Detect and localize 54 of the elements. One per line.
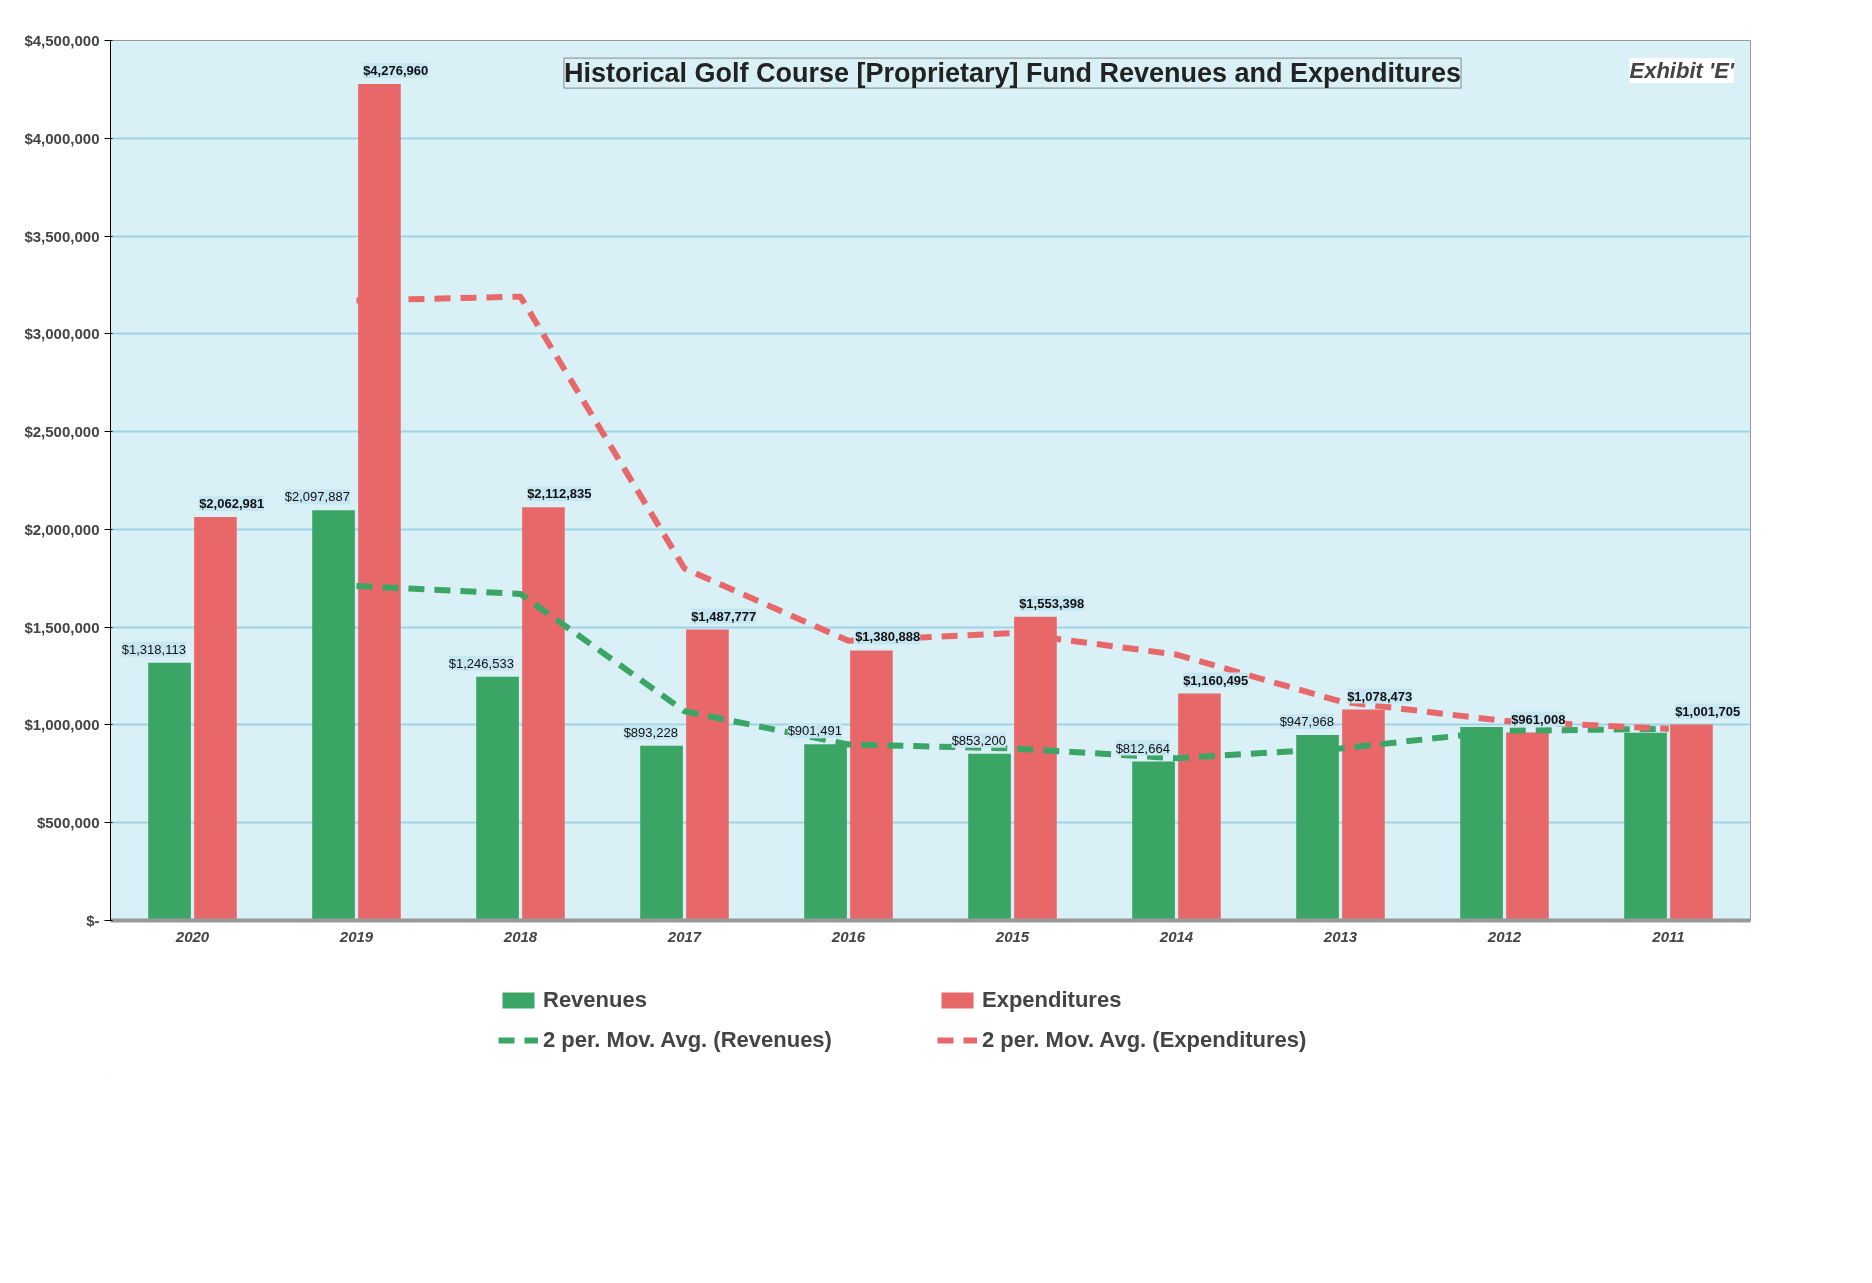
x-tick-label: 2018 (502, 927, 538, 945)
legend-label: 2 per. Mov. Avg. (Expenditures) (982, 1027, 1308, 1053)
data-label: $2,112,835 (527, 486, 592, 502)
x-tick-label: 2014 (1158, 927, 1194, 945)
x-tick-label: 2012 (1486, 927, 1522, 945)
y-tick-label: $- (86, 912, 100, 929)
y-tick-label: $1,500,000 (24, 618, 100, 636)
bar (686, 629, 729, 921)
bar (522, 507, 565, 921)
bar (1506, 732, 1549, 921)
y-tick-label: $4,000,000 (24, 129, 100, 147)
x-tick-label: 2016 (830, 927, 866, 945)
data-label: $893,228 (623, 724, 678, 740)
data-label: $961,008 (1511, 711, 1566, 727)
x-tick-label: 2011 (1651, 927, 1685, 945)
y-tick-label: $500,000 (36, 814, 100, 832)
text: Historical Golf Course [Proprietary] Fund Revenues and Expenditures (563, 58, 1462, 89)
data-label: $901,491 (787, 723, 842, 739)
bar (194, 517, 237, 921)
y-tick-label: $3,000,000 (24, 325, 100, 343)
legend-label: Revenues (543, 987, 648, 1013)
annotation: Exhibit 'E' (1629, 58, 1735, 84)
bar (1178, 693, 1221, 921)
data-label: $1,553,398 (1019, 595, 1085, 611)
data-label: $1,246,533 (448, 655, 514, 671)
y-tick-label: $4,500,000 (24, 32, 100, 49)
bar (968, 753, 1011, 921)
data-label: $1,487,777 (691, 608, 757, 624)
x-tick-label: 2015 (994, 927, 1030, 945)
data-label: $853,200 (951, 732, 1006, 748)
bar (476, 676, 519, 921)
y-tick-label: $2,000,000 (24, 520, 100, 538)
x-tick-label: 2013 (1322, 927, 1358, 945)
data-label: $812,664 (1115, 740, 1170, 756)
data-label: $2,097,887 (284, 489, 350, 505)
data-label: $947,968 (1279, 714, 1334, 730)
legend-label: 2 per. Mov. Avg. (Revenues) (543, 1027, 833, 1053)
data-label: $1,001,705 (1675, 703, 1741, 719)
x-tick-label: 2020 (174, 927, 210, 945)
y-tick-label: $2,500,000 (24, 423, 100, 441)
data-label: $1,318,113 (121, 641, 186, 657)
legend-label: Expenditures (982, 987, 1123, 1013)
data-label: $1,160,495 (1183, 672, 1249, 688)
y-tick-label: $3,500,000 (24, 227, 100, 245)
data-label: $1,380,888 (855, 629, 921, 645)
bar (850, 650, 893, 921)
x-tick-label: 2017 (666, 927, 702, 945)
data-label: $4,276,960 (363, 63, 429, 79)
bar (148, 662, 191, 921)
x-tick-label: 2019 (338, 927, 374, 945)
bar (640, 745, 683, 921)
data-label: $2,062,981 (199, 496, 265, 512)
y-tick-label: $1,000,000 (24, 716, 100, 734)
data-label: $1,078,473 (1347, 688, 1413, 704)
